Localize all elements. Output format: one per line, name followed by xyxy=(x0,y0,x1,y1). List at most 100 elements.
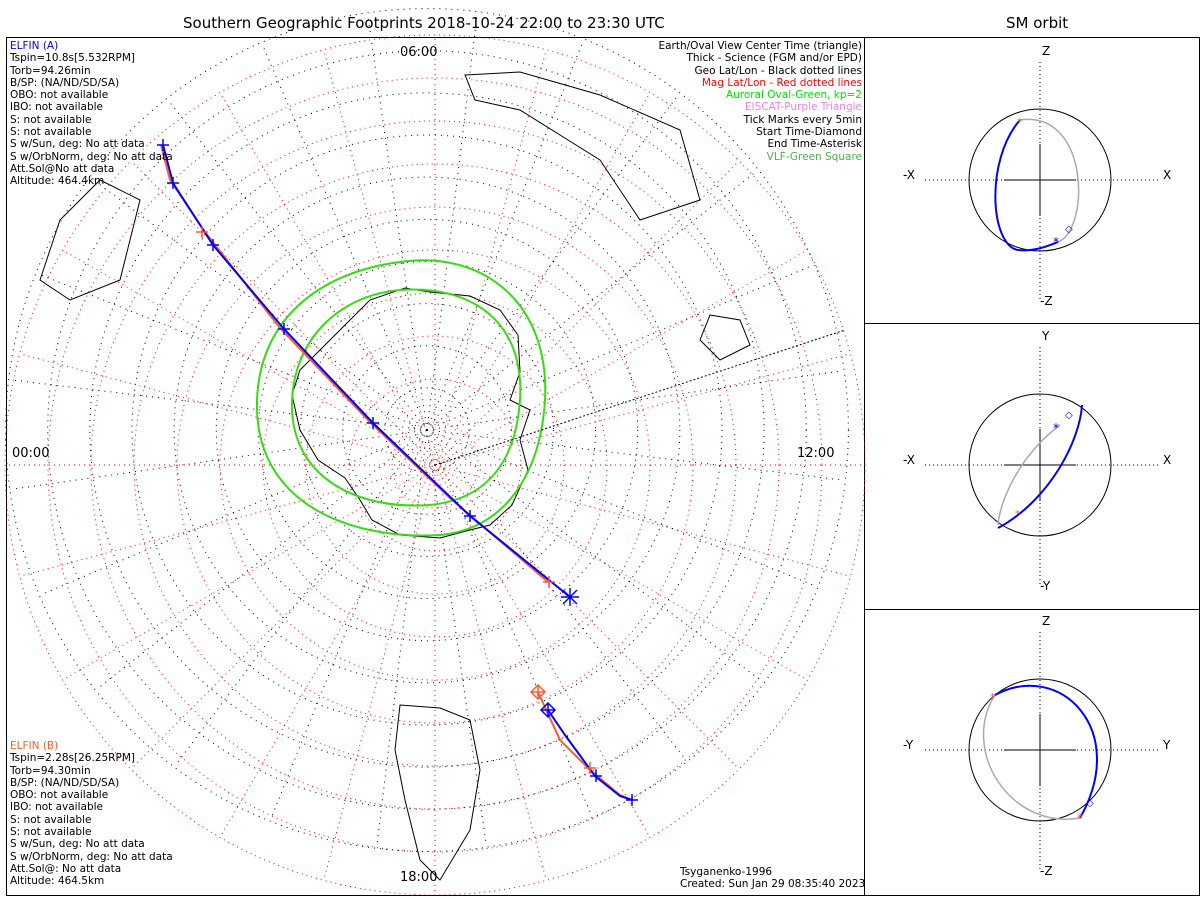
orbit-panel-yz: **◇ xyxy=(925,632,1160,870)
elfin-a-info-line: S w/OrbNorm, deg: No att data xyxy=(10,150,173,163)
legend-item: Geo Lat/Lon - Black dotted lines xyxy=(694,64,862,77)
geo-lat-circle xyxy=(47,50,807,810)
africa xyxy=(39,179,141,301)
geo-lon-line xyxy=(426,429,845,481)
geo-lat-circle xyxy=(342,345,512,515)
start-diamond-icon xyxy=(529,683,547,701)
geo-lon-line xyxy=(261,43,428,431)
mag-lat-circle xyxy=(305,335,565,595)
auroral-oval-outer xyxy=(255,259,547,537)
orbit-axis-label-left: -Y xyxy=(903,738,914,752)
svg-text:*: * xyxy=(1077,811,1083,825)
elfin-a-info-line: Altitude: 464.4km xyxy=(10,175,105,188)
geo-lon-line xyxy=(426,40,584,431)
footer: Tsyganenko-1996 Created: Sun Jan 29 08:3… xyxy=(680,866,865,891)
view-center-line xyxy=(434,329,846,466)
mag-lon-line xyxy=(323,464,436,881)
legend: Earth/Oval View Center Time (triangle) Th… xyxy=(658,40,862,163)
mag-lon-line xyxy=(434,160,740,466)
geo-lon-line xyxy=(426,429,487,846)
auroral-oval-inner xyxy=(290,288,522,507)
geo-lat-circle xyxy=(384,387,470,473)
elfin-b-info-line: B/SP: (NA/ND/SD/SA) xyxy=(10,776,120,789)
orbit-panel-xy: * ◇ * xyxy=(925,347,1160,585)
mag-lat-circle xyxy=(4,34,866,896)
geo-lat-circle xyxy=(257,260,597,600)
elfin-a-info-line: IBO: not available xyxy=(10,101,103,114)
geo-lon-line xyxy=(426,93,680,431)
geo-lat-circle xyxy=(89,92,765,768)
elfin-a-ticks xyxy=(157,139,579,606)
geo-lat-circle xyxy=(131,134,723,726)
mag-lon-line xyxy=(323,49,436,466)
orbit-axis-label-bottom: -Y xyxy=(1040,579,1051,593)
elfin-b-info-line: IBO: not available xyxy=(10,801,103,814)
orbit-title: SM orbit xyxy=(1006,14,1069,32)
elfin-b-info: ELFIN (B) Tspin=2.28s[26.25RPM] Torb=94.3… xyxy=(10,740,173,888)
geo-lon-line xyxy=(9,379,428,431)
geo-lon-line xyxy=(426,429,817,587)
elfin-b-info-line: Att.Sol@: No att data xyxy=(10,862,122,875)
mag-lon-line xyxy=(19,464,436,577)
elfin-a-info-line: Tspin=10.8s[5.532RPM] xyxy=(10,52,135,65)
elfin-b-info-line: S w/OrbNorm, deg: No att data xyxy=(10,850,173,863)
elfin-b-ticks xyxy=(196,226,555,588)
elfin-b-track-upper xyxy=(160,144,549,583)
elfin-b-info-line: S w/Sun, deg: No att data xyxy=(10,838,145,851)
mag-lon-line xyxy=(434,464,651,838)
geo-lat-circle xyxy=(215,218,639,642)
elfin-a-info: ELFIN (A) Tspin=10.8s[5.532RPM] Torb=94.2… xyxy=(10,40,173,188)
mag-lon-line xyxy=(434,49,547,466)
geo-lon-line xyxy=(90,177,428,431)
elfin-a-ticks-lower xyxy=(590,770,638,806)
auroral-oval xyxy=(255,259,547,537)
mlt-label-right: 12:00 xyxy=(797,446,835,461)
elfin-b-info-line: Torb=94.30min xyxy=(10,764,91,777)
elfin-a-info-line: B/SP: (NA/ND/SD/SA) xyxy=(10,76,120,89)
elfin-a-info-line: OBO: not available xyxy=(10,89,109,102)
elfin-b-info-line: OBO: not available xyxy=(10,789,109,802)
elfin-b-info-line: Altitude: 464.5km xyxy=(10,875,105,888)
legend-item: Tick Marks every 5min xyxy=(743,113,862,126)
svg-text:◇: ◇ xyxy=(1086,798,1094,809)
legend-item: Auroral Oval-Green, kp=2 xyxy=(725,89,862,102)
elfin-a-info-line: S: not available xyxy=(10,126,92,139)
plot-title: Southern Geographic Footprints 2018-10-2… xyxy=(183,14,665,32)
mag-lon-line xyxy=(434,92,651,466)
elfin-a-name: ELFIN (A) xyxy=(10,40,59,52)
legend-item: End Time-Asterisk xyxy=(767,138,862,151)
svg-text:◇: ◇ xyxy=(1065,224,1073,235)
geo-lon-line xyxy=(426,429,593,817)
orbit-axis-label-bottom: -Z xyxy=(1040,294,1053,308)
elfin-b-track xyxy=(537,691,633,801)
mag-lon-line xyxy=(130,160,436,466)
new-zealand xyxy=(699,314,751,361)
orbit-axis-label-top: Z xyxy=(1042,44,1051,58)
start-diamond-icon xyxy=(539,701,557,719)
australia xyxy=(464,71,701,221)
mag-lon-line xyxy=(19,353,436,466)
created-timestamp: Created: Sun Jan 29 08:35:40 2023 xyxy=(680,878,866,891)
elfin-b-tick xyxy=(584,762,596,774)
geo-lon-line xyxy=(40,429,428,596)
mag-lon-line xyxy=(219,92,436,466)
mag-lat-circle xyxy=(47,77,823,853)
geo-lon-line xyxy=(96,429,428,690)
svg-text:◇: ◇ xyxy=(1065,410,1073,421)
svg-text:*: * xyxy=(1053,235,1059,249)
legend-item: VLF-Green Square xyxy=(766,150,862,163)
geo-lon-line xyxy=(37,273,428,431)
geo-lat-circle xyxy=(173,176,681,684)
mag-lon-line xyxy=(62,464,436,681)
orbit-axis-label-right: X xyxy=(1163,453,1172,467)
geo-lon-line xyxy=(11,429,428,490)
orbit-axis-label-top: Z xyxy=(1042,614,1051,628)
legend-item: Earth/Oval View Center Time (triangle) xyxy=(658,40,862,52)
south-america xyxy=(394,704,481,881)
orbit-axis-label-right: X xyxy=(1163,168,1172,182)
elfin-a-info-line: Att.Sol@No att data xyxy=(10,162,115,175)
elfin-b-info-line: S: not available xyxy=(10,813,92,826)
geo-lon-line xyxy=(270,429,428,820)
geo-lat-circle xyxy=(5,8,849,852)
elfin-b-info-line: Tspin=2.28s[26.25RPM] xyxy=(10,752,135,765)
